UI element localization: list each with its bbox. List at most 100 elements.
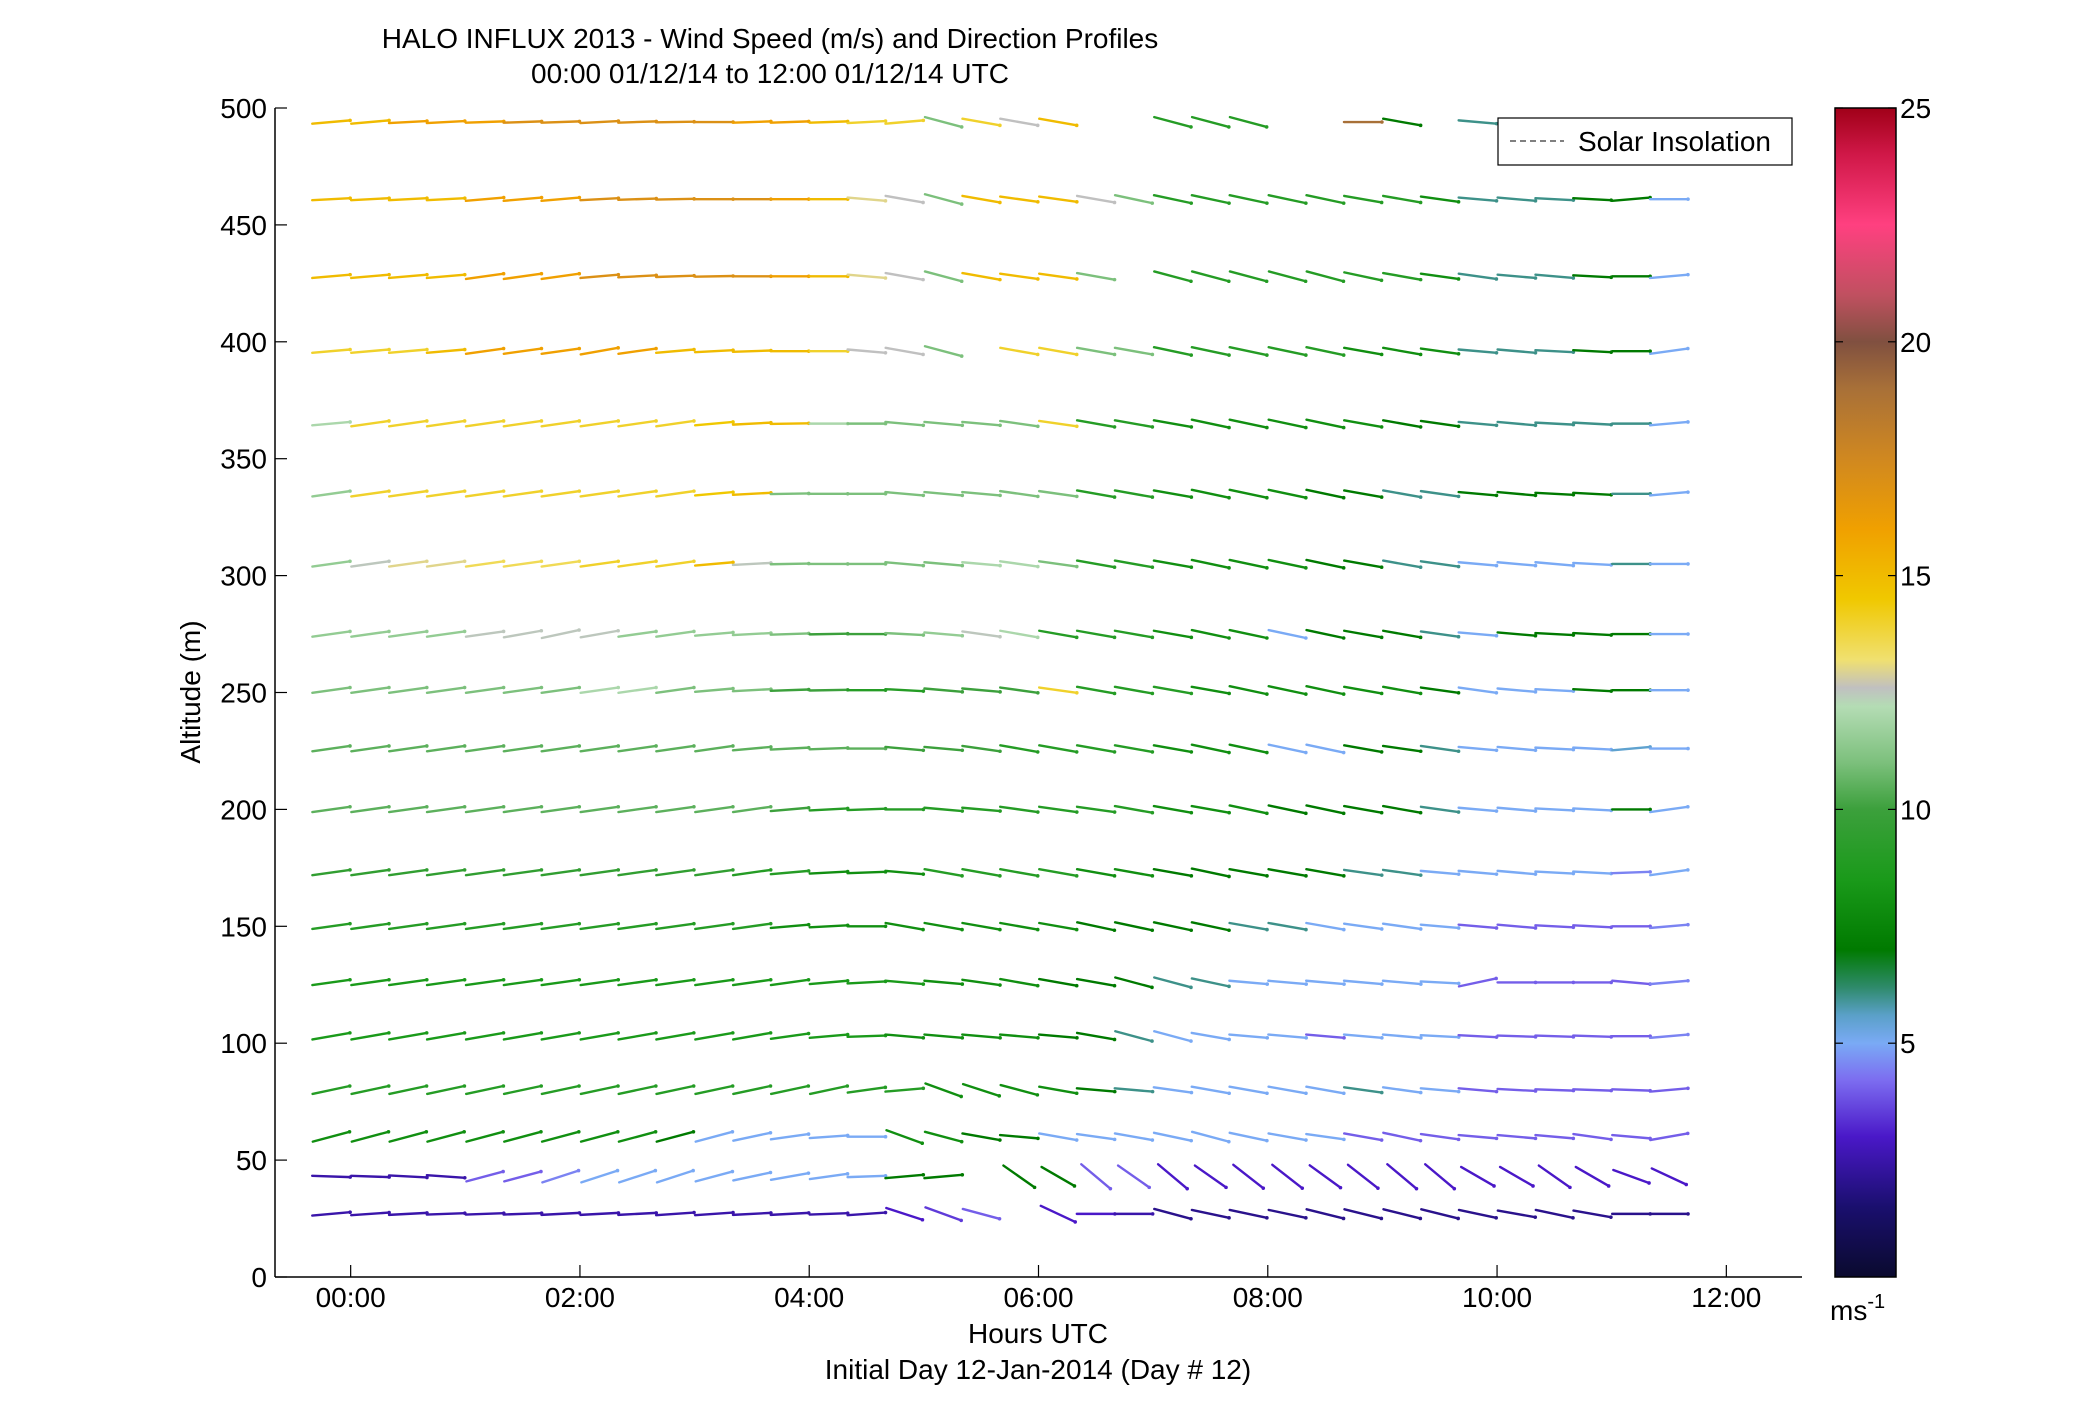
wind-arrow xyxy=(540,272,581,281)
wind-arrow xyxy=(1190,1130,1231,1143)
wind-arrow xyxy=(846,1211,887,1217)
wind-arrow xyxy=(693,348,735,354)
wind-arrow-head xyxy=(960,563,965,568)
wind-arrow-head xyxy=(1036,810,1040,814)
wind-arrow xyxy=(387,196,429,202)
wind-arrow-head xyxy=(1304,1036,1308,1040)
wind-arrow xyxy=(1610,1088,1652,1092)
wind-arrow xyxy=(654,1211,696,1217)
wind-arrow xyxy=(617,630,658,638)
wind-arrow xyxy=(311,1130,351,1143)
wind-arrow xyxy=(998,1033,1040,1040)
wind-arrow-head xyxy=(462,272,467,277)
wind-arrow-head xyxy=(731,1210,735,1215)
wind-arrow-head xyxy=(1304,1216,1308,1220)
wind-arrow xyxy=(1190,867,1231,878)
x-tick-label: 06:00 xyxy=(1003,1282,1073,1313)
wind-arrow xyxy=(1381,489,1422,499)
wind-arrow-head xyxy=(1571,1136,1576,1141)
wind-arrow xyxy=(1572,421,1613,426)
wind-arrow-head xyxy=(1189,750,1194,754)
wind-arrow xyxy=(1305,628,1345,640)
wind-arrow-head xyxy=(386,1084,391,1088)
wind-arrow-head xyxy=(501,744,506,748)
wind-arrow xyxy=(923,745,964,752)
wind-arrow-head xyxy=(960,1036,965,1040)
wind-arrow-head xyxy=(424,1084,429,1088)
wind-arrow-head xyxy=(1686,346,1690,351)
wind-arrow-head xyxy=(616,977,621,982)
wind-arrow xyxy=(846,1086,887,1094)
wind-arrow xyxy=(387,744,428,753)
wind-arrow xyxy=(1190,115,1231,129)
wind-arrow xyxy=(1381,744,1422,753)
wind-arrow xyxy=(924,1082,963,1098)
wind-arrow-head xyxy=(616,744,621,748)
wind-arrow-head xyxy=(960,690,965,694)
wind-arrow-head xyxy=(1035,1093,1040,1097)
wind-arrow xyxy=(1038,1085,1078,1095)
wind-arrow-head xyxy=(998,983,1002,987)
wind-arrow xyxy=(617,1211,658,1217)
wind-arrow xyxy=(1190,921,1231,932)
wind-arrow-head xyxy=(1379,873,1384,877)
wind-arrow xyxy=(808,746,849,751)
wind-arrow-head xyxy=(576,1168,581,1173)
wind-arrow xyxy=(617,1084,658,1096)
wind-arrow xyxy=(769,120,810,124)
wind-arrow-head xyxy=(1686,420,1690,424)
wind-arrow xyxy=(694,1130,734,1143)
wind-arrow-head xyxy=(387,347,391,352)
wind-arrow xyxy=(1650,1167,1688,1186)
wind-arrow-head xyxy=(1147,1185,1152,1190)
wind-arrow-head xyxy=(1686,197,1690,201)
wind-arrow-head xyxy=(1265,201,1269,205)
wind-arrow-head xyxy=(654,1031,658,1035)
wind-arrow-head xyxy=(1112,495,1117,499)
wind-arrow-head xyxy=(501,419,506,423)
wind-arrow xyxy=(884,490,925,497)
wind-arrow xyxy=(1040,1165,1076,1188)
wind-arrow-head xyxy=(997,1216,1002,1221)
wind-arrow xyxy=(1113,419,1154,429)
wind-arrow xyxy=(464,744,505,753)
wind-arrow xyxy=(655,686,696,695)
wind-arrow-head xyxy=(462,1031,467,1035)
wind-arrow-head xyxy=(998,1138,1002,1142)
wind-arrow-head xyxy=(387,868,391,872)
wind-arrow-head xyxy=(692,629,696,634)
wind-arrow xyxy=(999,744,1039,754)
wind-arrow xyxy=(808,1134,849,1140)
wind-arrow-head xyxy=(1264,125,1269,129)
wind-arrow xyxy=(731,922,772,931)
wind-arrow xyxy=(617,686,658,695)
wind-arrow xyxy=(1572,348,1613,354)
wind-arrow-head xyxy=(960,493,965,498)
wind-arrow xyxy=(1075,419,1116,429)
wind-arrow-head xyxy=(387,744,391,748)
wind-arrow xyxy=(961,921,1002,931)
wind-arrow xyxy=(1572,870,1613,875)
wind-arrow-head xyxy=(921,1173,926,1177)
wind-arrow-head xyxy=(348,347,352,352)
wind-arrow-head xyxy=(1341,692,1346,696)
wind-arrow-head xyxy=(577,685,582,690)
wind-arrow-head xyxy=(731,921,735,926)
wind-arrow xyxy=(1305,488,1345,499)
wind-arrow-head xyxy=(462,977,467,982)
wind-arrow-head xyxy=(577,628,581,632)
wind-arrow-head xyxy=(1494,691,1499,695)
wind-arrow-head xyxy=(921,493,926,498)
wind-arrow xyxy=(502,196,543,203)
wind-arrow xyxy=(1114,1030,1154,1043)
wind-arrow-head xyxy=(1265,982,1270,986)
colorbar-tick-label: 10 xyxy=(1900,794,1931,825)
wind-arrow-head xyxy=(616,868,621,872)
wind-arrow-head xyxy=(1189,565,1194,570)
wind-arrow-head xyxy=(1341,811,1346,816)
wind-arrow xyxy=(1305,1132,1346,1141)
wind-arrow xyxy=(1228,743,1269,754)
wind-arrow xyxy=(1457,420,1498,427)
wind-arrow xyxy=(1342,868,1383,877)
wind-arrow xyxy=(1343,685,1383,695)
